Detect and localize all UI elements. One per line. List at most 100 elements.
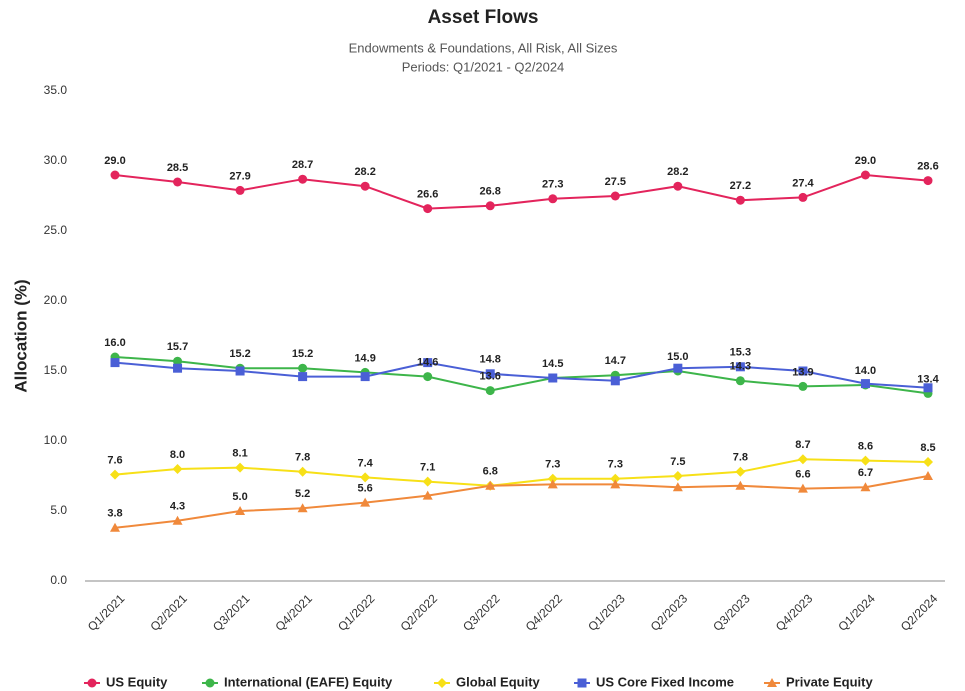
point	[548, 373, 558, 383]
x-tick-label: Q2/2024	[898, 591, 941, 634]
x-tick-label: Q3/2023	[710, 591, 753, 634]
data-label: 14.8	[480, 354, 501, 366]
point	[860, 170, 870, 180]
data-label: 7.1	[420, 462, 435, 474]
point	[110, 522, 120, 532]
series-line	[114, 475, 929, 529]
legend-item: Global Equity	[434, 674, 541, 689]
point	[422, 490, 433, 500]
point	[547, 479, 558, 489]
point	[173, 363, 183, 373]
legend-item: US Equity	[84, 674, 168, 689]
data-label: 8.6	[858, 441, 873, 453]
data-label: 7.5	[670, 456, 685, 468]
point	[767, 678, 777, 687]
point	[735, 480, 746, 490]
data-label: 13.6	[480, 371, 501, 383]
x-tick-label: Q1/2021	[85, 591, 128, 634]
point	[798, 381, 808, 391]
chart-subtitle: Periods: Q1/2021 - Q2/2024	[402, 59, 565, 74]
data-label: 7.3	[608, 459, 623, 471]
data-label: 5.0	[232, 491, 247, 503]
point	[610, 479, 621, 489]
data-label: 5.2	[295, 488, 310, 500]
point	[923, 457, 933, 467]
data-label: 28.2	[667, 166, 688, 178]
point	[422, 476, 433, 487]
point	[923, 383, 933, 393]
data-label: 7.4	[358, 457, 374, 469]
data-label: 6.6	[795, 469, 810, 481]
data-label: 28.5	[167, 162, 188, 174]
data-label: 29.0	[855, 155, 876, 167]
data-label: 26.6	[417, 189, 438, 201]
data-label: 15.2	[292, 348, 313, 360]
series-line	[114, 356, 929, 395]
x-tick-label: Q3/2021	[210, 591, 253, 634]
data-label: 15.2	[229, 348, 250, 360]
x-tick-label: Q1/2022	[335, 591, 378, 634]
point	[110, 469, 120, 480]
point	[172, 515, 183, 525]
data-label: 14.9	[354, 352, 375, 364]
data-label: 28.7	[292, 159, 313, 171]
data-label: 15.0	[667, 351, 688, 363]
y-tick-label: 0.0	[50, 573, 67, 587]
y-tick-label: 30.0	[44, 153, 68, 167]
point	[485, 369, 495, 379]
point	[610, 191, 620, 201]
point	[360, 372, 370, 382]
point	[360, 497, 371, 507]
data-label: 15.3	[730, 347, 751, 359]
legend-label: Global Equity	[456, 674, 541, 689]
series-line	[114, 361, 929, 389]
point	[235, 185, 245, 195]
data-label: 4.3	[170, 501, 185, 513]
point	[610, 376, 620, 386]
point	[423, 204, 433, 214]
point	[798, 366, 808, 376]
point	[173, 177, 183, 187]
data-label: 3.8	[107, 508, 122, 520]
data-label: 14.6	[417, 357, 438, 369]
data-label: 14.5	[542, 358, 563, 370]
point	[298, 372, 308, 382]
point	[672, 471, 683, 481]
point	[360, 181, 370, 191]
legend-item: International (EAFE) Equity	[202, 674, 393, 689]
x-tick-label: Q2/2023	[648, 591, 691, 634]
data-label: 13.4	[917, 373, 939, 385]
point	[672, 482, 683, 492]
data-label: 14.0	[855, 365, 876, 377]
x-tick-label: Q1/2024	[835, 591, 878, 634]
data-label: 27.4	[792, 177, 814, 189]
point	[360, 472, 371, 483]
data-label: 7.8	[733, 452, 748, 464]
data-label: 27.9	[229, 170, 250, 182]
point	[923, 471, 933, 480]
data-label: 14.3	[730, 361, 751, 373]
point	[87, 678, 97, 688]
point	[172, 464, 183, 474]
point	[673, 181, 683, 191]
series-line	[114, 173, 929, 210]
legend-label: Private Equity	[786, 674, 873, 689]
y-tick-label: 5.0	[50, 503, 67, 517]
y-tick-label: 15.0	[44, 363, 68, 377]
chart-subtitle: Endowments & Foundations, All Risk, All …	[349, 40, 618, 55]
point	[610, 473, 621, 484]
legend-label: US Equity	[106, 674, 168, 689]
data-label: 7.3	[545, 459, 560, 471]
data-label: 5.6	[358, 483, 373, 495]
x-tick-label: Q4/2021	[273, 591, 316, 634]
point	[173, 356, 183, 366]
point	[673, 363, 683, 373]
point	[547, 473, 558, 484]
point	[485, 201, 495, 211]
x-tick-label: Q4/2023	[773, 591, 816, 634]
point	[297, 503, 308, 513]
point	[735, 376, 745, 386]
data-label: 8.0	[170, 449, 185, 461]
y-tick-label: 10.0	[44, 433, 68, 447]
